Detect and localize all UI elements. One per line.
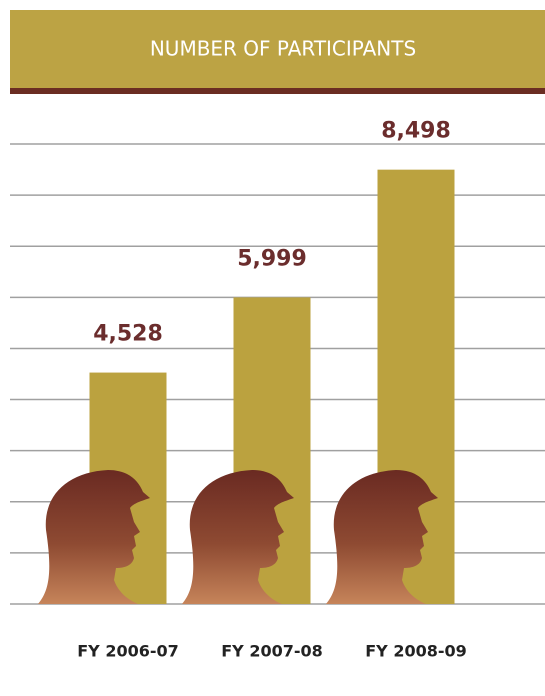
heads xyxy=(38,470,438,604)
x-tick-label: FY 2006-07 xyxy=(77,642,179,661)
value-label: 5,999 xyxy=(237,246,307,271)
value-label: 8,498 xyxy=(381,119,451,144)
header-band xyxy=(10,10,545,88)
chart-title: NUMBER OF PARTICIPANTS xyxy=(150,37,416,61)
x-tick-label: FY 2008-09 xyxy=(365,642,467,661)
x-tick-label: FY 2007-08 xyxy=(221,642,323,661)
value-label: 4,528 xyxy=(93,322,163,347)
header-rule xyxy=(10,88,545,94)
